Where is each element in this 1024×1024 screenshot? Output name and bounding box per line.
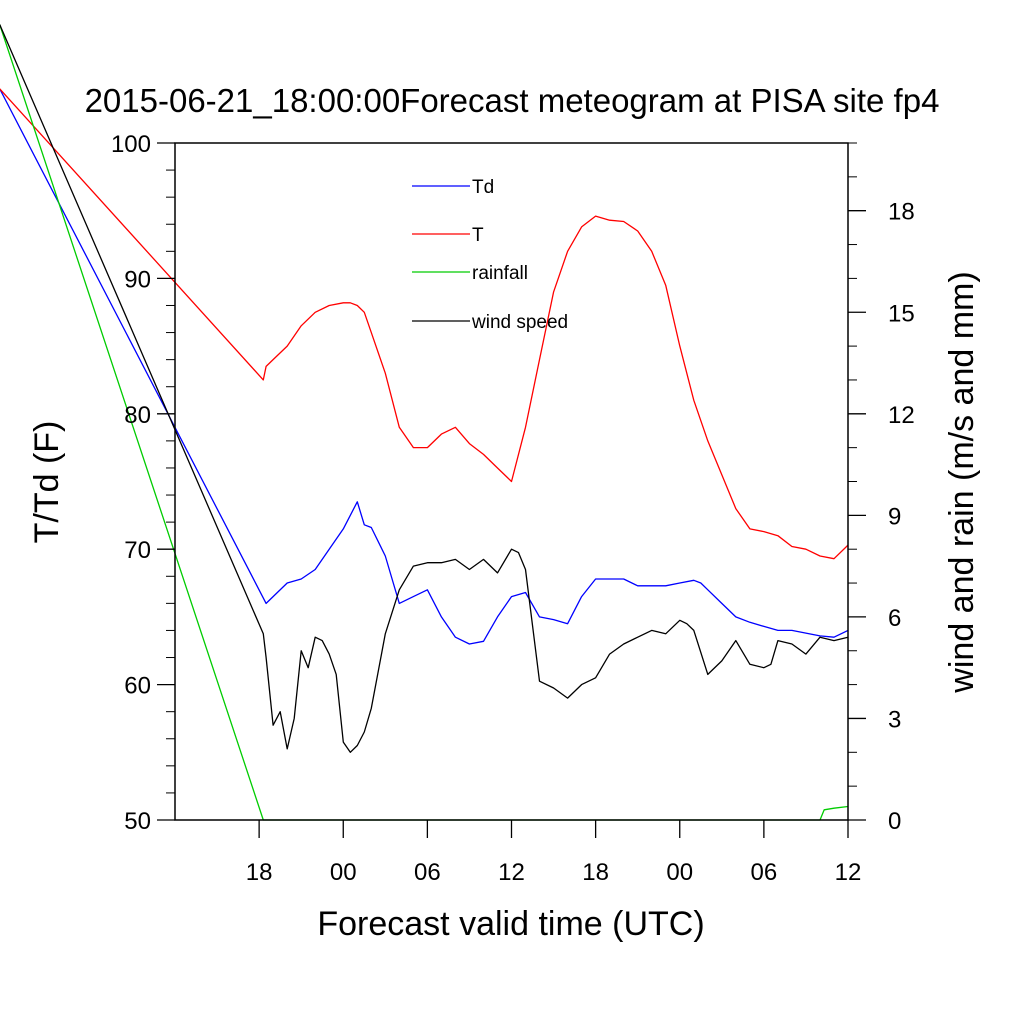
y-right-tick-label: 18 xyxy=(888,199,915,226)
x-tick-label: 12 xyxy=(835,859,862,886)
y-axis-title-left: T/Td (F) xyxy=(28,421,66,544)
y-right-tick-label: 0 xyxy=(888,808,901,835)
x-tick-label: 18 xyxy=(246,859,273,886)
chart-title: 2015-06-21_18:00:00Forecast meteogram at… xyxy=(85,82,940,119)
y-right-tick-label: 6 xyxy=(888,605,901,632)
x-tick-label: 06 xyxy=(751,859,778,886)
y-axis-title-right: wind and rain (m/s and mm) xyxy=(943,271,981,693)
y-left-tick-label: 90 xyxy=(124,266,151,293)
series-line-t xyxy=(0,88,849,560)
series-line-wind-speed xyxy=(0,24,849,753)
legend-label: Td xyxy=(472,177,494,198)
y-left-tick-label: 100 xyxy=(111,131,151,158)
x-tick-label: 00 xyxy=(330,859,357,886)
legend-label: T xyxy=(472,225,484,246)
x-tick-label: 12 xyxy=(498,859,525,886)
x-axis-title: Forecast valid time (UTC) xyxy=(317,905,704,943)
legend-label: wind speed xyxy=(471,312,568,333)
x-tick-label: 06 xyxy=(414,859,441,886)
x-tick-label: 00 xyxy=(666,859,693,886)
x-tick-label: 18 xyxy=(582,859,609,886)
series-line-td xyxy=(0,88,849,645)
series-line-rainfall xyxy=(0,24,849,821)
y-left-tick-label: 80 xyxy=(124,402,151,429)
y-right-tick-label: 9 xyxy=(888,503,901,530)
y-left-tick-label: 60 xyxy=(124,673,151,700)
legend-label: rainfall xyxy=(472,263,528,284)
series-layer xyxy=(0,24,849,821)
y-right-tick-label: 15 xyxy=(888,300,915,327)
y-left-tick-label: 50 xyxy=(124,808,151,835)
y-right-tick-label: 12 xyxy=(888,402,915,429)
ticks-layer: 50 60 70 80 90 100 0 3 6 9 12 15 18 18 00 06 12 18 00 06 12 xyxy=(111,131,915,886)
y-right-tick-label: 3 xyxy=(888,706,901,733)
y-left-tick-label: 70 xyxy=(124,537,151,564)
